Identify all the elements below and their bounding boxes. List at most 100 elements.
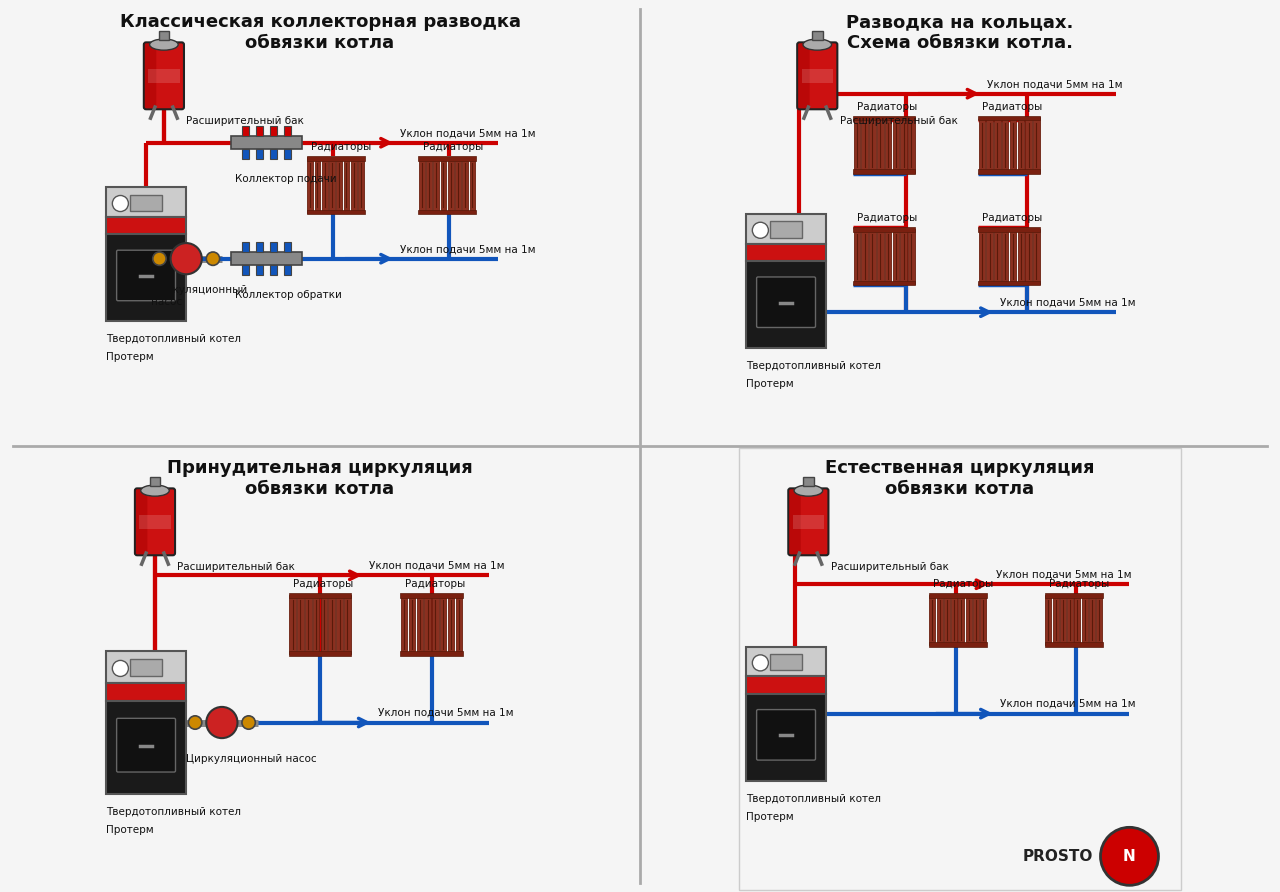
Bar (401, 651, 463, 656)
Ellipse shape (150, 39, 178, 50)
Bar (978, 169, 1041, 174)
Bar (801, 70, 833, 83)
Bar (307, 210, 365, 214)
Bar (1010, 118, 1016, 173)
Bar (419, 210, 476, 214)
Bar (230, 136, 302, 150)
Bar (329, 157, 335, 212)
Circle shape (170, 244, 202, 275)
Bar (312, 594, 319, 655)
Bar (315, 157, 320, 212)
Text: PROSTO: PROSTO (1023, 849, 1093, 863)
Bar (900, 229, 908, 284)
Bar (401, 593, 463, 598)
Bar (106, 651, 186, 682)
Text: Радиаторы: Радиаторы (311, 142, 371, 152)
Text: Уклон подачи 5мм на 1м: Уклон подачи 5мм на 1м (987, 79, 1123, 89)
Text: Протерм: Протерм (746, 812, 794, 822)
FancyBboxPatch shape (116, 251, 175, 301)
Bar (307, 157, 314, 212)
Bar (106, 682, 186, 701)
Ellipse shape (794, 485, 823, 496)
Bar (978, 118, 986, 173)
Bar (434, 157, 439, 212)
Bar (289, 651, 351, 656)
Bar (159, 31, 169, 40)
Text: Радиаторы: Радиаторы (982, 213, 1042, 223)
Bar (462, 157, 468, 212)
Text: Твердотопливный котел: Твердотопливный котел (746, 794, 881, 804)
Bar (1018, 118, 1024, 173)
Bar (256, 126, 262, 136)
Bar (419, 156, 476, 161)
Bar (1033, 118, 1039, 173)
Bar (270, 266, 278, 275)
Bar (1002, 229, 1009, 284)
Bar (433, 594, 439, 655)
Circle shape (113, 660, 128, 676)
Bar (1010, 229, 1016, 284)
Bar (852, 281, 915, 285)
Bar (337, 157, 342, 212)
Bar (746, 647, 826, 676)
Bar (256, 149, 262, 159)
Bar (131, 194, 163, 211)
Bar (1025, 118, 1032, 173)
Bar (419, 157, 425, 212)
FancyBboxPatch shape (116, 718, 175, 772)
Bar (106, 701, 186, 794)
Bar (987, 229, 993, 284)
Bar (995, 118, 1001, 173)
Bar (1082, 595, 1088, 646)
Bar (230, 252, 302, 266)
Bar (900, 118, 908, 173)
FancyBboxPatch shape (756, 710, 815, 760)
Circle shape (1101, 828, 1158, 885)
Bar (746, 214, 826, 244)
Bar (289, 594, 296, 655)
Text: Уклон подачи 5мм на 1м: Уклон подачи 5мм на 1м (378, 708, 513, 718)
Bar (937, 595, 942, 646)
Text: Уклон подачи 5мм на 1м: Уклон подачи 5мм на 1м (1000, 699, 1135, 709)
Bar (812, 31, 823, 40)
Bar (256, 266, 262, 275)
Text: Принудительная циркуляция
обвязки котла: Принудительная циркуляция обвязки котла (168, 459, 472, 498)
Bar (106, 217, 186, 234)
FancyBboxPatch shape (136, 489, 147, 554)
Bar (242, 126, 248, 136)
Bar (351, 157, 357, 212)
Circle shape (206, 252, 220, 266)
Bar (892, 229, 899, 284)
Text: Протерм: Протерм (106, 825, 154, 835)
Bar (884, 118, 891, 173)
Bar (307, 156, 365, 161)
Text: Твердотопливный котел: Твердотопливный котел (106, 807, 241, 817)
Bar (861, 229, 868, 284)
Bar (270, 149, 278, 159)
Text: Расширительный бак: Расширительный бак (186, 116, 305, 126)
Text: Классическая коллекторная разводка
обвязки котла: Классическая коллекторная разводка обвяз… (119, 13, 521, 52)
Bar (284, 126, 292, 136)
Bar (1033, 229, 1039, 284)
Bar (854, 118, 860, 173)
Text: Уклон подачи 5мм на 1м: Уклон подачи 5мм на 1м (996, 570, 1132, 580)
Text: Разводка на кольцах.
Схема обвязки котла.: Разводка на кольцах. Схема обвязки котла… (846, 13, 1074, 52)
FancyBboxPatch shape (756, 277, 815, 327)
Bar (1044, 593, 1103, 598)
Text: Уклон подачи 5мм на 1м: Уклон подачи 5мм на 1м (401, 244, 536, 254)
Text: Радиаторы: Радиаторы (1050, 579, 1110, 589)
Text: Расширительный бак: Расширительный бак (831, 562, 948, 572)
Text: Радиаторы: Радиаторы (858, 102, 918, 112)
Bar (256, 242, 262, 252)
Bar (297, 594, 303, 655)
Bar (877, 229, 883, 284)
Text: Радиаторы: Радиаторы (422, 142, 483, 152)
FancyBboxPatch shape (799, 43, 810, 108)
Bar (909, 118, 915, 173)
Bar (454, 157, 461, 212)
Bar (978, 281, 1041, 285)
Bar (321, 594, 328, 655)
Bar (284, 266, 292, 275)
Bar (1089, 595, 1094, 646)
Text: Коллектор подачи: Коллектор подачи (236, 174, 337, 184)
